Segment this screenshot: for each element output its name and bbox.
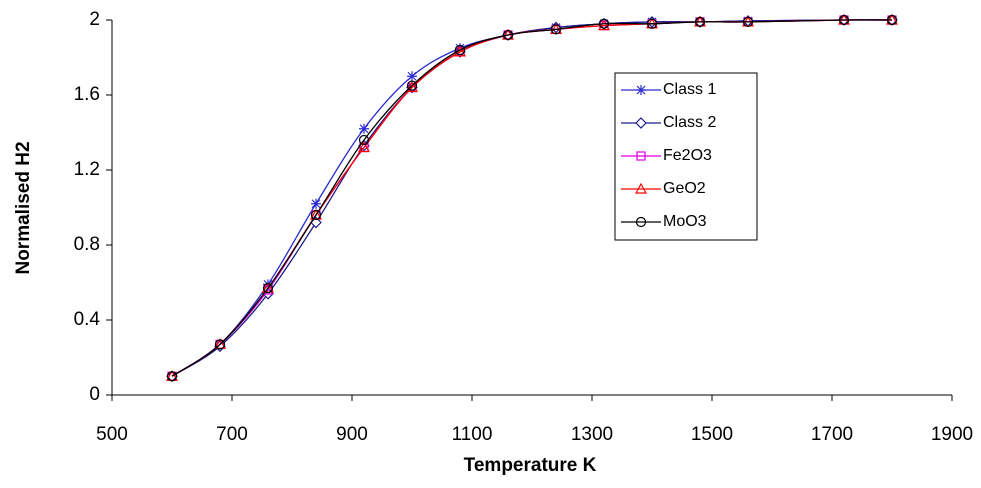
marker-part — [406, 80, 418, 91]
data-point — [263, 279, 273, 290]
legend-label: GeO2 — [663, 180, 706, 197]
data-point — [405, 81, 419, 93]
data-point — [310, 209, 322, 221]
legend-marker — [636, 151, 646, 161]
marker-part — [742, 16, 754, 27]
x-axis-title: Temperature K — [464, 455, 597, 476]
marker-part — [357, 141, 371, 153]
data-point — [358, 134, 370, 146]
legend-marker — [635, 216, 647, 228]
marker-part — [405, 81, 419, 93]
legend-label: Fe2O3 — [663, 147, 712, 164]
y-tick-label: 0.4 — [74, 309, 101, 330]
marker-part — [502, 29, 514, 41]
data-point — [598, 18, 610, 29]
marker-part — [550, 24, 562, 35]
marker-part — [359, 123, 369, 134]
marker-part — [636, 151, 646, 161]
legend-label: Class 2 — [663, 114, 716, 131]
data-point — [359, 123, 369, 134]
marker-part — [646, 18, 658, 29]
marker-part — [597, 19, 611, 31]
y-tick-label: 1.2 — [74, 159, 100, 180]
legend-marker — [634, 182, 648, 194]
data-point — [407, 71, 417, 82]
legend-label: Class 1 — [663, 81, 716, 98]
series-line — [171, 19, 893, 377]
y-tick-label: 2 — [89, 9, 100, 30]
data-point — [550, 24, 562, 35]
marker-part — [694, 16, 706, 27]
y-axis-title: Normalised H2 — [13, 141, 34, 274]
legend-label: MoO3 — [663, 213, 707, 230]
x-tick-label: 1300 — [571, 424, 613, 445]
x-tick-label: 1500 — [691, 424, 733, 445]
marker-part — [454, 44, 466, 56]
marker-part — [311, 198, 321, 209]
legend-marker — [636, 85, 646, 95]
marker-part — [838, 14, 850, 26]
marker-part — [636, 85, 646, 95]
y-tick-label: 0.8 — [74, 234, 100, 255]
x-tick-label: 1900 — [931, 424, 973, 445]
y-tick-label: 1.6 — [74, 84, 100, 105]
data-point — [742, 16, 754, 27]
marker-part — [262, 283, 274, 294]
data-point — [406, 80, 418, 91]
series-line — [171, 19, 893, 377]
data-point — [454, 44, 466, 56]
data-point — [357, 141, 371, 153]
x-tick-label: 1100 — [452, 424, 493, 445]
legend: Class 1 Class 2 Fe2O3 GeO2 MoO3 — [614, 72, 758, 241]
data-point — [262, 283, 274, 294]
data-point — [597, 19, 611, 31]
data-point — [886, 14, 898, 26]
x-tick-label: 500 — [96, 424, 128, 445]
marker-part — [635, 117, 647, 129]
marker-part — [634, 182, 648, 194]
marker-part — [635, 216, 647, 228]
marker-part — [598, 18, 610, 29]
series-line — [171, 19, 893, 377]
series-line — [171, 19, 893, 377]
data-point — [214, 339, 226, 350]
data-point — [311, 198, 321, 209]
marker-part — [310, 209, 322, 221]
marker-part — [886, 14, 898, 26]
marker-part — [263, 279, 273, 290]
series-line — [171, 19, 893, 377]
legend-marker — [635, 117, 647, 129]
x-tick-label: 900 — [336, 424, 368, 445]
marker-part — [214, 339, 226, 350]
marker-part — [358, 134, 370, 146]
marker-part — [407, 71, 417, 82]
data-point — [838, 14, 850, 26]
x-tick-label: 1700 — [811, 424, 853, 445]
data-point — [646, 18, 658, 29]
data-point — [166, 371, 178, 382]
data-point — [694, 16, 706, 27]
y-tick-label: 0 — [89, 384, 100, 405]
data-point — [502, 29, 514, 41]
marker-part — [166, 371, 178, 382]
x-tick-label: 700 — [216, 424, 248, 445]
